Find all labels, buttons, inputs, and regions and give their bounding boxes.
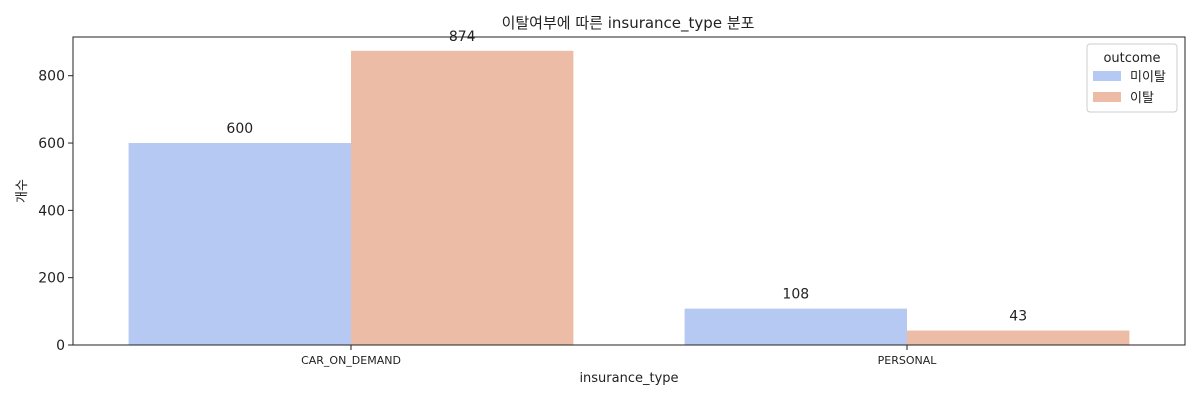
legend-swatch <box>1093 71 1121 81</box>
legend-label: 미이탈 <box>1130 70 1166 85</box>
bar <box>684 308 907 345</box>
plot-frame <box>72 36 1186 346</box>
y-tick-label: 0 <box>56 338 65 354</box>
y-axis-title: 개수 <box>15 179 30 203</box>
bar <box>907 330 1130 345</box>
bar-value-label: 600 <box>226 121 253 137</box>
x-tick-label: CAR_ON_DEMAND <box>301 354 401 367</box>
legend-swatch <box>1093 92 1121 102</box>
plot-area: 0200400600800CAR_ON_DEMAND600874PERSONAL… <box>38 29 1130 367</box>
y-tick-label: 200 <box>38 271 65 287</box>
bar <box>128 143 351 345</box>
x-tick-label: PERSONAL <box>878 354 938 367</box>
bar-value-label: 108 <box>782 287 809 303</box>
y-tick-label: 600 <box>38 136 65 152</box>
y-tick-label: 800 <box>38 69 65 85</box>
x-axis-title: insurance_type <box>579 371 678 386</box>
bar <box>351 50 574 346</box>
y-tick-label: 400 <box>38 203 65 219</box>
bar-value-label: 43 <box>1009 309 1027 325</box>
legend-title: outcome <box>1103 51 1160 66</box>
legend-label: 이탈 <box>1130 91 1154 106</box>
chart-title: 이탈여부에 따른 insurance_type 분포 <box>502 14 755 33</box>
